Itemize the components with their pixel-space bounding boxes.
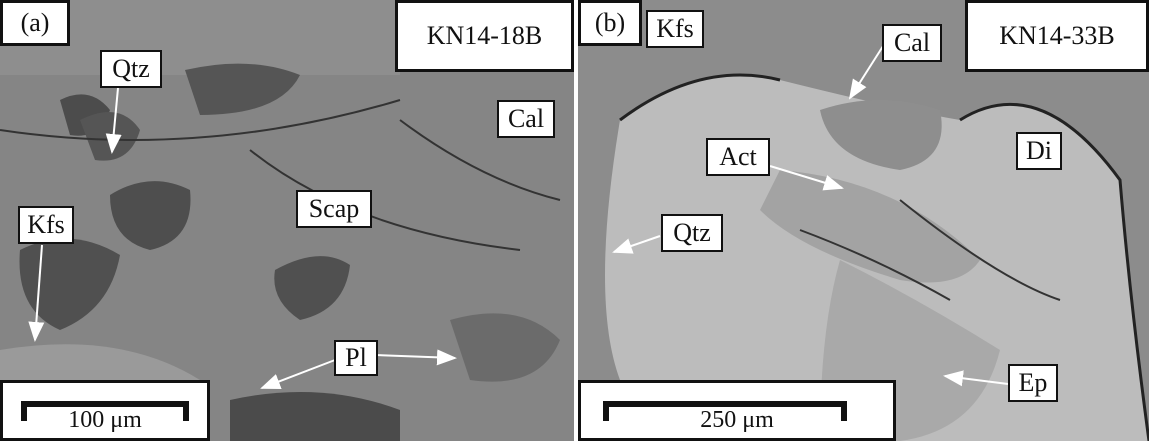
scale-bar-label: 100 μm xyxy=(3,407,207,434)
mineral-label: Cal xyxy=(882,24,942,62)
mineral-label: Kfs xyxy=(646,10,704,48)
scale-bar-label: 250 μm xyxy=(581,407,893,434)
scale-bar: 250 μm xyxy=(578,380,896,441)
mineral-label: Act xyxy=(706,138,770,176)
mineral-label: Ep xyxy=(1008,364,1058,402)
mineral-label: Pl xyxy=(334,340,378,376)
panel-label: (a) xyxy=(0,0,70,46)
mineral-label: Cal xyxy=(497,100,555,138)
mineral-label: Kfs xyxy=(18,206,74,244)
panel-label: (b) xyxy=(578,0,642,46)
scale-bar: 100 μm xyxy=(0,380,210,441)
sample-label: KN14-33B xyxy=(965,0,1149,72)
mineral-label: Qtz xyxy=(661,214,723,252)
sample-label: KN14-18B xyxy=(395,0,574,72)
mineral-label: Qtz xyxy=(100,50,162,88)
mineral-label: Di xyxy=(1016,132,1062,170)
mineral-label: Scap xyxy=(296,190,372,228)
figure: (a) KN14-18B Qtz Cal Kfs Scap Pl 100 μm … xyxy=(0,0,1149,441)
